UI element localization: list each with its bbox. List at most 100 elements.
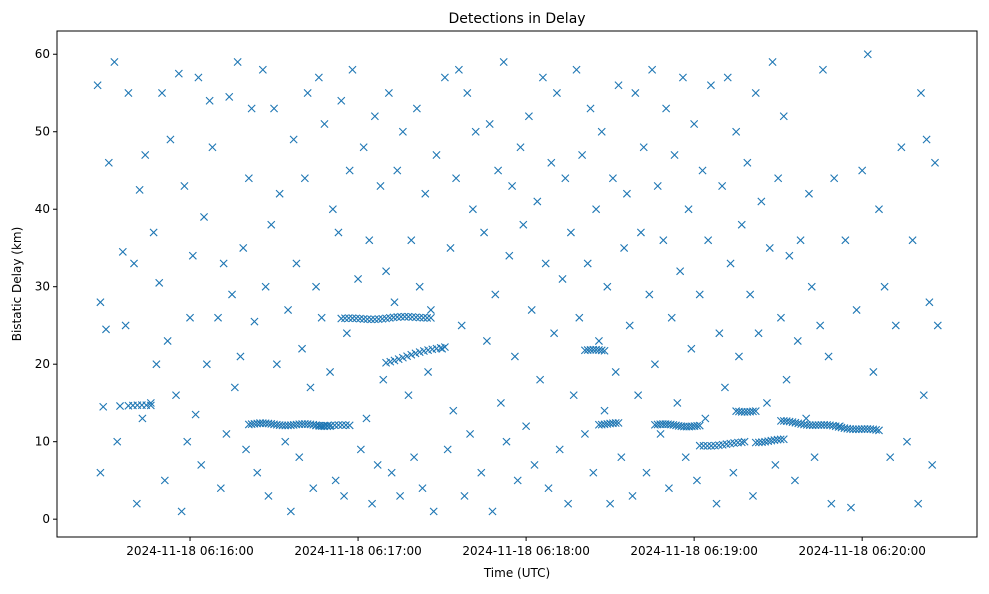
- data-point: [423, 313, 432, 322]
- data-point: [250, 317, 259, 326]
- data-point: [141, 150, 150, 159]
- data-point: [524, 112, 533, 121]
- data-point: [348, 65, 357, 74]
- data-point: [158, 89, 167, 97]
- data-point: [841, 236, 850, 245]
- data-point: [491, 290, 500, 299]
- data-point: [886, 453, 895, 462]
- data-point: [429, 507, 438, 516]
- data-point: [740, 437, 749, 446]
- data-point: [272, 360, 281, 369]
- data-point: [578, 150, 587, 159]
- data-point: [419, 313, 428, 322]
- data-point: [690, 119, 699, 128]
- data-point: [365, 236, 374, 245]
- data-point: [258, 65, 267, 74]
- data-point: [104, 158, 113, 167]
- data-point: [205, 96, 214, 105]
- data-point: [594, 336, 603, 345]
- data-point: [589, 468, 598, 477]
- data-point: [214, 313, 223, 322]
- data-point: [530, 460, 539, 469]
- data-point: [634, 391, 643, 400]
- data-point: [261, 282, 270, 291]
- data-point: [575, 313, 584, 322]
- data-point: [415, 313, 424, 322]
- data-point: [281, 437, 290, 446]
- data-point: [96, 468, 105, 477]
- data-point: [326, 367, 335, 376]
- data-point: [502, 437, 511, 446]
- data-point: [776, 313, 785, 322]
- data-point: [558, 274, 567, 283]
- data-point: [471, 127, 480, 136]
- data-point: [93, 81, 102, 90]
- data-point: [508, 181, 517, 190]
- data-point: [163, 336, 172, 345]
- data-point: [547, 158, 556, 167]
- data-point: [152, 360, 161, 369]
- data-point: [477, 468, 486, 477]
- data-points: [93, 50, 942, 516]
- data-point: [928, 460, 937, 469]
- data-point: [659, 236, 668, 245]
- data-point: [362, 414, 371, 423]
- data-point: [726, 259, 735, 268]
- data-point: [323, 421, 332, 430]
- data-point: [317, 313, 326, 322]
- data-point: [678, 73, 687, 82]
- data-point: [393, 166, 402, 175]
- data-point: [404, 391, 413, 400]
- data-point: [733, 438, 742, 447]
- y-axis: 0 10 20 30 40 50 60: [35, 47, 57, 526]
- data-point: [424, 367, 433, 376]
- data-point: [746, 290, 755, 299]
- data-point: [555, 445, 564, 454]
- data-point: [816, 321, 825, 330]
- data-point: [538, 73, 547, 82]
- data-point: [785, 251, 794, 260]
- data-point: [183, 437, 192, 446]
- data-point: [931, 158, 939, 167]
- data-point: [407, 350, 416, 359]
- data-point: [390, 298, 399, 307]
- data-point: [810, 453, 819, 462]
- data-point: [692, 476, 701, 485]
- data-point: [732, 127, 741, 136]
- data-point: [216, 484, 225, 493]
- data-point: [600, 406, 609, 415]
- data-point: [706, 81, 715, 90]
- data-point: [701, 414, 710, 423]
- data-point: [897, 143, 906, 152]
- data-point: [314, 73, 323, 82]
- data-point: [771, 460, 780, 469]
- data-point: [408, 313, 417, 321]
- data-point: [698, 166, 707, 175]
- data-point: [337, 314, 346, 323]
- x-tick-label: 2024-11-18 06:19:00: [630, 544, 757, 558]
- data-point: [544, 484, 553, 493]
- data-point: [636, 228, 645, 237]
- data-point: [754, 329, 763, 338]
- data-point: [790, 476, 799, 485]
- data-point: [398, 127, 407, 136]
- data-point: [496, 398, 505, 407]
- data-point: [863, 50, 872, 59]
- data-point: [319, 421, 328, 430]
- data-point: [805, 421, 814, 430]
- data-point: [345, 166, 354, 175]
- data-point: [631, 89, 640, 97]
- data-point: [298, 344, 307, 353]
- data-point: [933, 321, 942, 330]
- data-point: [808, 421, 817, 430]
- data-point: [446, 243, 455, 252]
- data-point: [891, 321, 900, 330]
- x-tick-label: 2024-11-18 06:17:00: [294, 544, 421, 558]
- data-point: [642, 468, 651, 477]
- data-point: [393, 313, 402, 322]
- data-point: [354, 274, 363, 283]
- data-point: [737, 438, 746, 447]
- data-point: [673, 398, 682, 407]
- data-point: [872, 425, 881, 434]
- data-point: [597, 346, 606, 355]
